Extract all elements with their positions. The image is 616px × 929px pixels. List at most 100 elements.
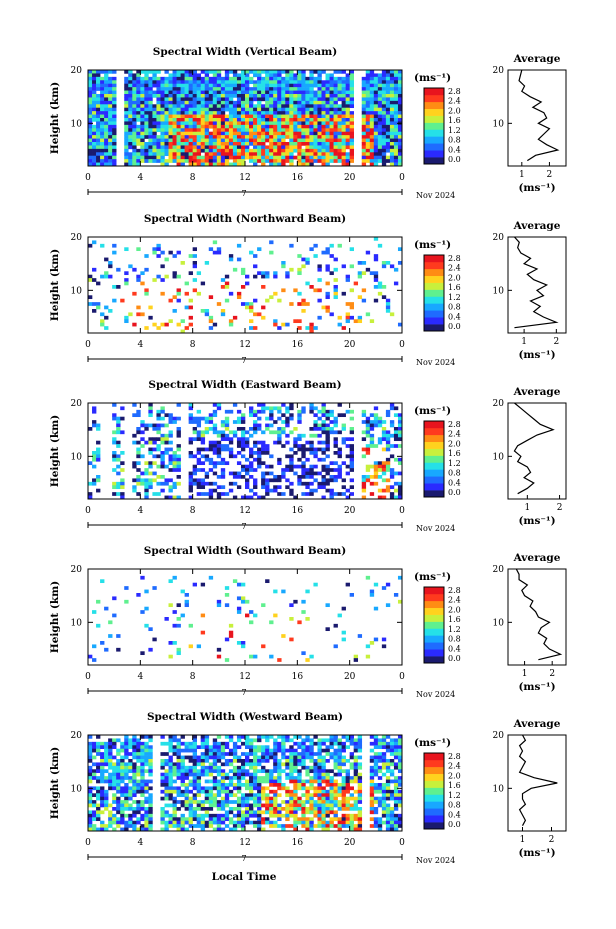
heatmap-cell [325,810,330,815]
heatmap-cell [236,779,242,784]
heatmap-cell [172,70,177,74]
heatmap-cell [333,285,338,289]
colorbar-frame [423,420,445,498]
heatmap-cell [277,73,282,78]
heatmap-cell [220,800,226,804]
heatmap-cell [397,100,403,105]
heatmap-cell [216,118,222,122]
heatmap-cell [361,288,367,293]
x-tick-label: 4 [137,340,143,350]
heatmap-cell [265,748,270,753]
heatmap-cell [240,793,246,798]
heatmap-cell [289,83,294,88]
heatmap-cell [96,100,101,105]
heatmap-cell [365,114,371,119]
heatmap-cell [236,765,242,770]
heatmap-cell [96,803,101,808]
heatmap-cell [309,786,314,791]
heatmap-cell [96,796,101,801]
heatmap-cell [317,121,322,126]
heatmap-cell [329,492,334,496]
heatmap-cell [365,128,371,133]
heatmap-cell [200,454,206,459]
heatmap-cell [240,769,246,774]
heatmap-cell [224,285,230,289]
heatmap-cell [313,148,318,153]
heatmap-cell [373,155,379,160]
heatmap-cell [96,817,101,822]
heatmap-cell [265,752,270,756]
heatmap-cell [116,759,121,763]
heatmap-cell [168,641,173,645]
heatmap-cell [393,444,399,448]
heatmap-cell [317,87,322,91]
heatmap-cell [301,138,306,143]
heatmap-cell [172,142,177,146]
heatmap-cell [108,634,113,638]
heatmap-cell [257,100,262,105]
heatmap-cell [140,128,145,133]
heatmap-cell [273,779,278,784]
heatmap-cell [180,755,185,760]
heatmap-cell [104,796,109,801]
heatmap-cell [120,776,125,780]
heatmap-cell [216,748,222,753]
heatmap-cell [277,762,282,767]
heatmap-cell [200,128,206,133]
heatmap-cell [337,765,342,770]
heatmap-cell [301,298,306,303]
heatmap-cell [220,776,226,780]
heatmap-cell [277,128,282,133]
heatmap-cell [325,447,330,452]
heatmap-cell [305,128,310,133]
heatmap-cell [345,124,350,129]
heatmap-cell [208,440,214,445]
heatmap-cell [128,796,133,801]
heatmap-cell [168,478,173,483]
heatmap-cell [325,305,330,310]
colorbar-swatch [424,642,444,650]
heatmap-cell [208,155,214,160]
heatmap-cell [180,131,185,136]
heatmap-cell [385,100,391,105]
heatmap-cell [156,138,161,143]
heatmap-cell [281,288,286,293]
heatmap-cell [88,142,93,146]
heatmap-cell [293,288,298,293]
heatmap-cell [269,100,274,105]
heatmap-cell [277,124,282,129]
heatmap-cell [317,793,322,798]
heatmap-cell [96,162,101,167]
heatmap-cell [265,759,270,763]
heatmap-cell [257,793,262,798]
heatmap-cell [132,464,137,469]
heatmap-cell [192,420,197,424]
avg-y-tick-label: 10 [493,618,505,628]
heatmap-cell [208,813,214,818]
heatmap-cell [369,100,375,105]
heatmap-cell [373,128,379,133]
heatmap-cell [321,810,326,815]
heatmap-cell [180,319,185,324]
heatmap-cell [236,444,242,448]
heatmap-cell [108,111,113,115]
heatmap-cell [160,772,165,777]
heatmap-cell [277,735,282,739]
heatmap-cell [124,765,129,770]
heatmap-cell [297,111,302,115]
heatmap-cell [349,94,354,98]
heatmap-cell [305,796,310,801]
heatmap-cell [249,406,254,411]
heatmap-cell [337,128,342,133]
heatmap-cell [265,100,270,105]
heatmap-cell [261,80,266,85]
heatmap-cell [100,142,105,146]
heatmap-cell [180,118,185,122]
heatmap-cell [257,138,262,143]
heatmap-cell [349,735,354,739]
heatmap-cell [285,107,290,112]
heatmap-cell [156,481,161,486]
heatmap-cell [269,70,274,74]
heatmap-cell [305,94,310,98]
heatmap-cell [377,73,383,78]
